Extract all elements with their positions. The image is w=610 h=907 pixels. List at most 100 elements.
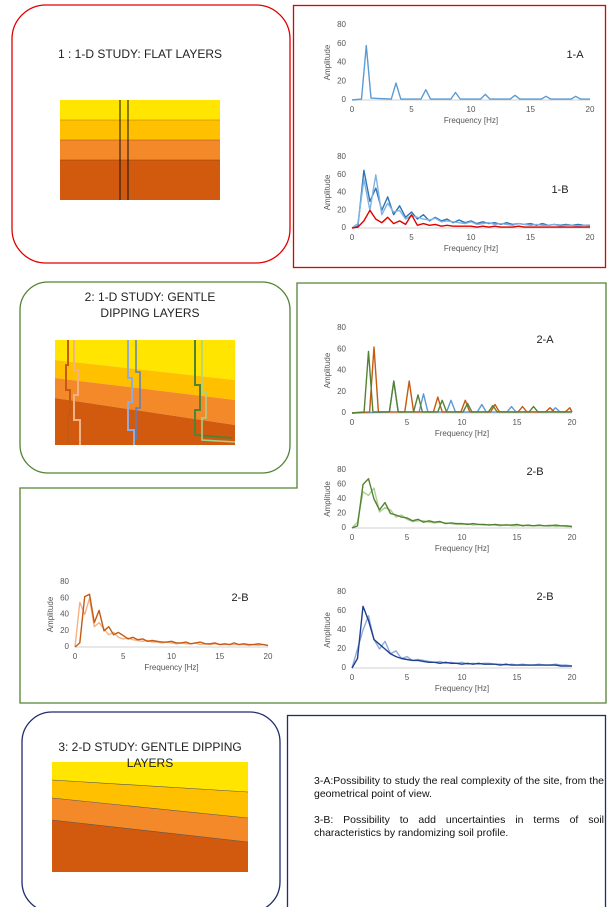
x-tick-label: 0 (350, 418, 355, 427)
series-line (75, 598, 268, 647)
series-line (352, 606, 572, 668)
x-tick-label: 0 (350, 105, 355, 114)
y-tick-label: 80 (60, 577, 69, 586)
y-tick-label: 20 (60, 626, 69, 635)
y-tick-label: 40 (337, 188, 346, 197)
x-tick-label: 5 (409, 105, 414, 114)
y-tick-label: 20 (337, 644, 346, 653)
x-tick-label: 15 (513, 418, 522, 427)
series-line (352, 347, 572, 413)
y-tick-label: 40 (337, 625, 346, 634)
y-tick-label: 80 (337, 152, 346, 161)
x-tick-label: 20 (568, 418, 577, 427)
y-tick-label: 0 (342, 663, 347, 672)
x-tick-label: 20 (264, 652, 273, 661)
x-tick-label: 15 (513, 533, 522, 542)
note: 3-A:Possibility to study the real comple… (314, 775, 604, 801)
x-tick-label: 5 (121, 652, 126, 661)
x-tick-label: 0 (350, 233, 355, 242)
y-tick-label: 40 (337, 58, 346, 67)
flat-layers (60, 100, 220, 200)
series-line (352, 170, 590, 228)
series-line (352, 46, 590, 100)
x-tick-label: 10 (467, 233, 476, 242)
chart-annotation: 2-A (536, 334, 554, 346)
y-tick-label: 60 (337, 344, 346, 353)
x-tick-label: 20 (568, 673, 577, 682)
dipping-layers-2d (52, 762, 248, 872)
note: 3-B: Possibility to add uncertainties in… (314, 814, 604, 840)
y-tick-label: 60 (337, 39, 346, 48)
chart-annotation: 2-B (536, 591, 553, 603)
x-axis-label: Frequency [Hz] (435, 429, 489, 438)
y-tick-label: 20 (337, 76, 346, 85)
y-tick-label: 20 (337, 205, 346, 214)
y-tick-label: 0 (342, 95, 347, 104)
x-tick-label: 15 (526, 105, 535, 114)
x-axis-label: Frequency [Hz] (435, 684, 489, 693)
x-tick-label: 10 (458, 673, 467, 682)
x-tick-label: 15 (215, 652, 224, 661)
panel-title: 2: 1-D STUDY: GENTLE (85, 290, 216, 304)
y-tick-label: 60 (60, 593, 69, 602)
y-tick-label: 80 (337, 587, 346, 596)
y-axis-label: Amplitude (323, 174, 332, 210)
panel-title: 3: 2-D STUDY: GENTLE DIPPING (58, 740, 241, 754)
figure: 1 : 1-D STUDY: FLAT LAYERS 2: 1-D STUDY:… (0, 0, 610, 907)
y-axis-label: Amplitude (323, 481, 332, 517)
x-axis-label: Frequency [Hz] (435, 544, 489, 553)
y-tick-label: 0 (342, 523, 347, 532)
panel-title: LAYERS (127, 756, 173, 770)
chart-annotation: 2-B (231, 592, 248, 604)
series-line (352, 488, 572, 528)
series-line (352, 479, 572, 528)
panel-title: DIPPING LAYERS (100, 306, 199, 320)
x-tick-label: 0 (73, 652, 78, 661)
y-axis-label: Amplitude (46, 596, 55, 632)
x-tick-label: 10 (167, 652, 176, 661)
x-tick-label: 5 (405, 673, 410, 682)
x-tick-label: 15 (513, 673, 522, 682)
page: 1 : 1-D STUDY: FLAT LAYERS 2: 1-D STUDY:… (0, 0, 610, 907)
y-tick-label: 80 (337, 20, 346, 29)
x-axis-label: Frequency [Hz] (144, 663, 198, 672)
dipping-layers (55, 340, 235, 445)
y-tick-label: 0 (342, 408, 347, 417)
x-tick-label: 5 (405, 533, 410, 542)
x-tick-label: 5 (409, 233, 414, 242)
x-tick-label: 10 (458, 533, 467, 542)
panel-3-notes-frame (288, 716, 606, 907)
x-tick-label: 0 (350, 673, 355, 682)
x-tick-label: 15 (526, 233, 535, 242)
y-axis-label: Amplitude (323, 612, 332, 648)
chart-annotation: 2-B (526, 466, 543, 478)
x-tick-label: 5 (405, 418, 410, 427)
x-tick-label: 10 (467, 105, 476, 114)
x-tick-label: 0 (350, 533, 355, 542)
chart-annotation: 1-B (551, 184, 568, 196)
y-tick-label: 40 (60, 610, 69, 619)
x-tick-label: 20 (586, 233, 595, 242)
x-tick-label: 10 (458, 418, 467, 427)
series-line (352, 351, 572, 413)
chart-annotation: 1-A (566, 49, 584, 61)
x-axis-label: Frequency [Hz] (444, 244, 498, 253)
y-tick-label: 20 (337, 509, 346, 518)
x-tick-label: 20 (568, 533, 577, 542)
y-tick-label: 40 (337, 494, 346, 503)
y-axis-label: Amplitude (323, 352, 332, 388)
y-tick-label: 60 (337, 480, 346, 489)
y-tick-label: 20 (337, 387, 346, 396)
panel-title: 1 : 1-D STUDY: FLAT LAYERS (58, 47, 222, 61)
y-tick-label: 80 (337, 323, 346, 332)
x-axis-label: Frequency [Hz] (444, 116, 498, 125)
y-tick-label: 80 (337, 465, 346, 474)
y-tick-label: 60 (337, 170, 346, 179)
series-line (352, 175, 590, 228)
y-tick-label: 0 (65, 642, 70, 651)
y-tick-label: 40 (337, 366, 346, 375)
y-tick-label: 0 (342, 223, 347, 232)
x-tick-label: 20 (586, 105, 595, 114)
series-line (352, 210, 590, 228)
y-tick-label: 60 (337, 606, 346, 615)
